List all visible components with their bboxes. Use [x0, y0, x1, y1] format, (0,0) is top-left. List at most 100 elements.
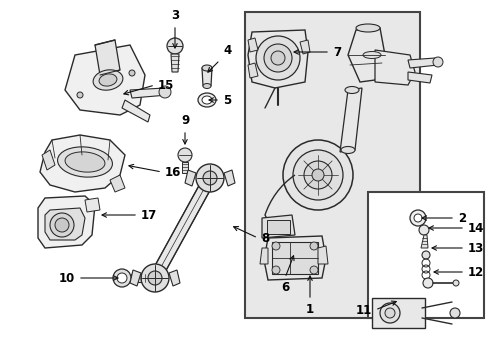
Polygon shape: [182, 162, 187, 173]
Polygon shape: [407, 58, 437, 68]
Bar: [371, 298, 424, 328]
Text: 12: 12: [467, 266, 483, 279]
Text: 1: 1: [305, 303, 313, 316]
Ellipse shape: [345, 86, 358, 94]
Circle shape: [264, 44, 291, 72]
Polygon shape: [169, 270, 180, 286]
Polygon shape: [407, 72, 431, 83]
Polygon shape: [202, 68, 212, 86]
Bar: [244, 12, 419, 318]
Circle shape: [50, 213, 74, 237]
Polygon shape: [317, 246, 327, 264]
Circle shape: [418, 225, 428, 235]
Text: 15: 15: [158, 78, 174, 91]
Text: 13: 13: [467, 242, 483, 255]
Circle shape: [256, 36, 299, 80]
Circle shape: [148, 271, 162, 285]
Polygon shape: [374, 50, 414, 85]
Circle shape: [421, 251, 429, 259]
Polygon shape: [122, 100, 150, 122]
Text: 14: 14: [467, 221, 484, 234]
Circle shape: [379, 303, 399, 323]
Circle shape: [196, 164, 224, 192]
Circle shape: [283, 140, 352, 210]
Circle shape: [271, 242, 280, 250]
Ellipse shape: [202, 65, 212, 71]
Circle shape: [409, 210, 425, 226]
Bar: [367, 192, 483, 318]
Text: 16: 16: [164, 166, 181, 179]
Ellipse shape: [58, 147, 112, 177]
Text: 7: 7: [332, 45, 341, 59]
Circle shape: [178, 148, 192, 162]
Text: 11: 11: [355, 303, 371, 316]
Polygon shape: [264, 236, 325, 280]
Circle shape: [292, 150, 342, 200]
Ellipse shape: [99, 74, 117, 86]
Polygon shape: [184, 170, 196, 186]
Text: 2: 2: [457, 212, 465, 225]
Bar: [271, 242, 317, 274]
Circle shape: [304, 161, 331, 189]
Polygon shape: [149, 175, 215, 281]
Circle shape: [432, 57, 442, 67]
Polygon shape: [420, 235, 427, 248]
Polygon shape: [38, 196, 95, 248]
Polygon shape: [247, 38, 258, 52]
Text: 5: 5: [223, 94, 231, 107]
Circle shape: [77, 92, 83, 98]
Polygon shape: [40, 135, 125, 192]
Circle shape: [270, 51, 285, 65]
Ellipse shape: [340, 147, 354, 153]
Ellipse shape: [202, 96, 212, 104]
Text: 3: 3: [171, 9, 179, 22]
Polygon shape: [299, 40, 309, 54]
Polygon shape: [65, 45, 145, 115]
Polygon shape: [131, 274, 152, 282]
Polygon shape: [130, 88, 168, 98]
Polygon shape: [224, 170, 235, 186]
Ellipse shape: [355, 24, 379, 32]
Ellipse shape: [93, 70, 122, 90]
Circle shape: [167, 38, 183, 54]
Circle shape: [203, 171, 217, 185]
Text: 10: 10: [59, 271, 75, 284]
Circle shape: [159, 86, 171, 98]
Text: 8: 8: [261, 231, 269, 244]
Circle shape: [271, 266, 280, 274]
Polygon shape: [247, 63, 258, 78]
Circle shape: [309, 266, 317, 274]
Ellipse shape: [65, 152, 105, 172]
Polygon shape: [110, 175, 125, 192]
Text: 4: 4: [223, 44, 231, 57]
Polygon shape: [260, 248, 267, 264]
Polygon shape: [130, 270, 141, 286]
Polygon shape: [347, 28, 384, 82]
Ellipse shape: [203, 84, 210, 89]
Polygon shape: [42, 150, 55, 170]
Circle shape: [55, 218, 69, 232]
Circle shape: [117, 273, 127, 283]
Polygon shape: [262, 215, 294, 238]
Circle shape: [449, 308, 459, 318]
Circle shape: [422, 278, 432, 288]
Circle shape: [309, 242, 317, 250]
Polygon shape: [45, 208, 85, 240]
Circle shape: [129, 70, 135, 76]
Circle shape: [113, 269, 131, 287]
Polygon shape: [171, 54, 179, 72]
Bar: [266, 220, 289, 234]
Circle shape: [311, 169, 324, 181]
Ellipse shape: [362, 51, 380, 59]
Text: 9: 9: [181, 114, 189, 127]
Polygon shape: [85, 198, 100, 212]
Circle shape: [452, 280, 458, 286]
Circle shape: [141, 264, 169, 292]
Ellipse shape: [198, 93, 216, 107]
Polygon shape: [95, 40, 120, 75]
Circle shape: [384, 308, 394, 318]
Text: 17: 17: [141, 208, 157, 221]
Circle shape: [413, 214, 421, 222]
Polygon shape: [339, 88, 361, 152]
Text: 6: 6: [280, 281, 288, 294]
